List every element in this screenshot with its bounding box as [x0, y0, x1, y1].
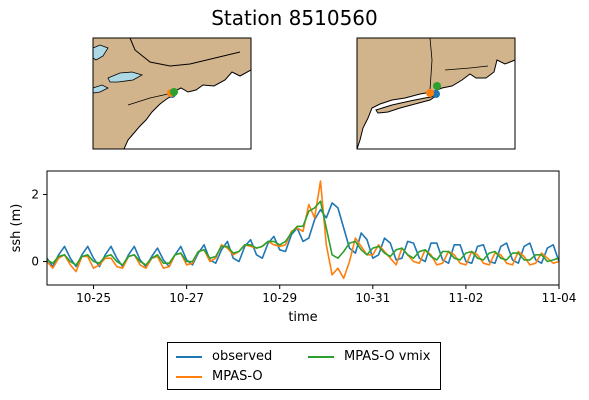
- x-tick-label: 10-25: [76, 291, 111, 305]
- legend-swatch-mpas-o-vmix: [308, 355, 334, 358]
- legend-item-mpas-o: MPAS-O: [176, 369, 263, 384]
- legend-item-observed: observed: [176, 349, 272, 364]
- legend-label-observed: observed: [212, 349, 273, 364]
- x-tick-label: 10-31: [355, 291, 390, 305]
- x-tick-label: 10-29: [262, 291, 297, 305]
- y-tick-label: 0: [31, 255, 39, 269]
- legend-item-mpas-o-vmix: MPAS-O vmix: [308, 349, 430, 364]
- x-tick-label: 10-27: [169, 291, 204, 305]
- chart-title: Station 8510560: [211, 6, 378, 30]
- legend: observed MPAS-O MPAS-O vmix: [167, 342, 441, 390]
- y-axis-label: ssh (m): [9, 204, 24, 253]
- series-line-observed: [46, 202, 560, 268]
- x-axis-label: time: [288, 310, 317, 325]
- legend-swatch-mpas-o: [176, 375, 202, 378]
- plot-frame: [46, 170, 560, 286]
- x-tick-label: 11-02: [448, 291, 483, 305]
- legend-swatch-observed: [176, 355, 202, 358]
- series-line-mpas-o-vmix: [46, 200, 560, 266]
- x-tick-label: 11-04: [542, 291, 577, 305]
- legend-label-mpas-o: MPAS-O: [212, 369, 263, 384]
- y-tick-label: 2: [31, 187, 39, 201]
- legend-label-mpas-o-vmix: MPAS-O vmix: [344, 349, 431, 364]
